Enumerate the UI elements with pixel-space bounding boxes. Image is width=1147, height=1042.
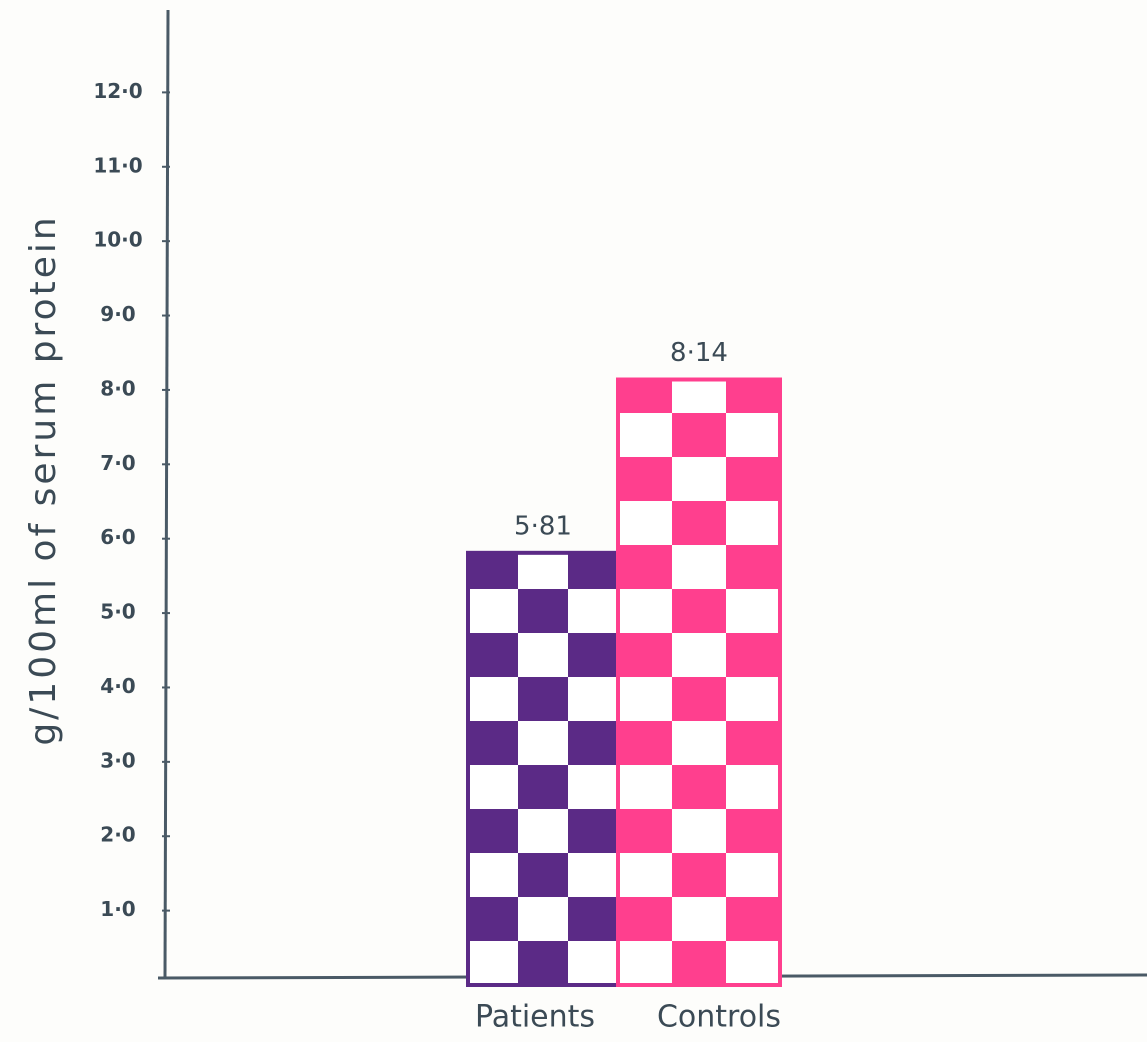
y-tick-label: 5·0	[100, 600, 135, 624]
value-label: 5·81	[514, 511, 572, 541]
bar	[618, 380, 780, 985]
y-axis	[165, 10, 168, 978]
y-tick-label: 8·0	[100, 376, 135, 400]
value-label: 8·14	[670, 338, 728, 368]
bar	[468, 553, 618, 985]
y-tick-label: 2·0	[100, 823, 135, 847]
x-tick-label: Controls	[657, 1000, 781, 1035]
y-tick-label: 1·0	[100, 897, 135, 921]
y-tick-label: 4·0	[100, 674, 135, 698]
y-tick-label: 3·0	[100, 748, 135, 772]
y-tick-label: 11·0	[93, 153, 142, 177]
y-axis-title: g/100ml of serum protein	[23, 214, 64, 745]
page: {"chart_data": {"type": "bar", "y_label"…	[0, 0, 1147, 1042]
y-tick-label: 9·0	[100, 302, 135, 326]
y-tick-label: 10·0	[93, 228, 142, 252]
y-tick-label: 6·0	[100, 525, 135, 549]
y-tick-label: 12·0	[93, 79, 142, 103]
y-tick-label: 7·0	[100, 451, 135, 475]
x-tick-label: Patients	[475, 1000, 595, 1035]
chart: g/100ml of serum protein 1·0 2·0 3·0 4·0 5·0…	[0, 0, 1147, 1042]
